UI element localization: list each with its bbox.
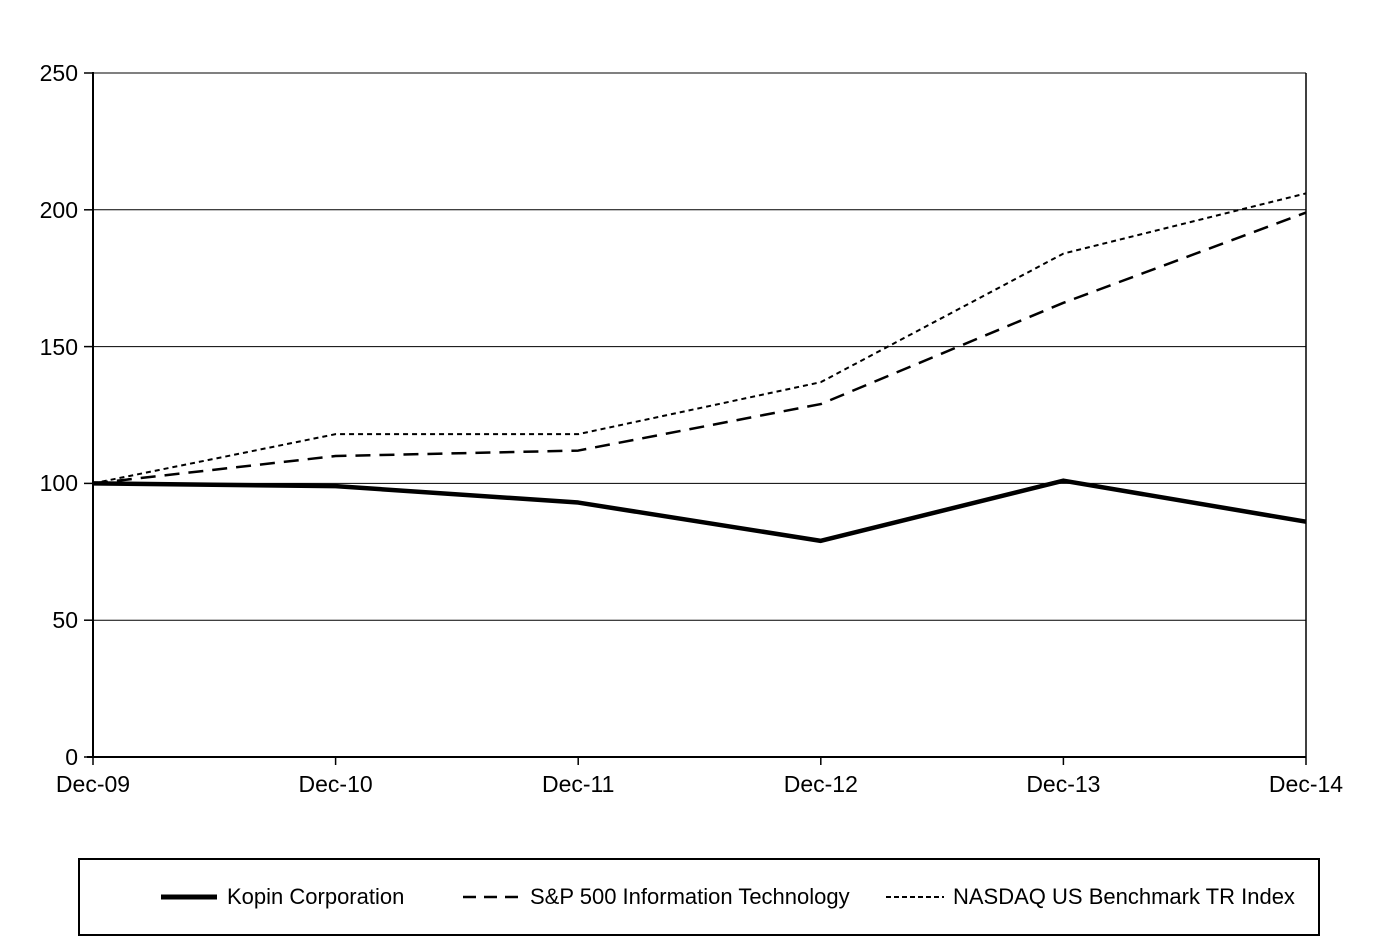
y-tick-label: 0 xyxy=(65,744,78,770)
series-line-kopin-corporation xyxy=(92,478,1307,544)
x-tick-label: Dec-14 xyxy=(1268,771,1344,797)
short-dash-line-sample-icon xyxy=(886,896,944,898)
x-tick-label: Dec-11 xyxy=(541,771,615,797)
legend-label-nasdaq: NASDAQ US Benchmark TR Index xyxy=(953,884,1295,909)
legend-label-sp500-it: S&P 500 Information Technology xyxy=(530,884,850,909)
x-tick-label: Dec-10 xyxy=(298,771,373,797)
y-tick-label: 50 xyxy=(52,607,78,634)
x-tick-label: Dec-09 xyxy=(55,771,131,797)
legend: Kopin Corporation S&P 500 Information Te… xyxy=(78,858,1320,936)
y-tick-label: 250 xyxy=(39,60,78,86)
long-dash-line-sample-icon xyxy=(463,895,521,899)
legend-item-nasdaq: NASDAQ US Benchmark TR Index xyxy=(886,860,1295,934)
x-tick-label: Dec-13 xyxy=(1026,771,1101,797)
legend-item-sp500-it: S&P 500 Information Technology xyxy=(463,860,850,934)
y-tick-label: 100 xyxy=(39,470,78,497)
legend-item-kopin: Kopin Corporation xyxy=(160,860,404,934)
series-line-s-p-500-information-technology xyxy=(92,211,1307,485)
series-line-nasdaq-us-benchmark-tr-index xyxy=(92,192,1307,485)
y-tick-label: 200 xyxy=(39,196,78,223)
x-tick-label: Dec-12 xyxy=(783,771,858,797)
y-tick-label: 150 xyxy=(39,333,78,360)
legend-label-kopin: Kopin Corporation xyxy=(227,884,405,909)
solid-line-sample-icon xyxy=(161,894,217,900)
